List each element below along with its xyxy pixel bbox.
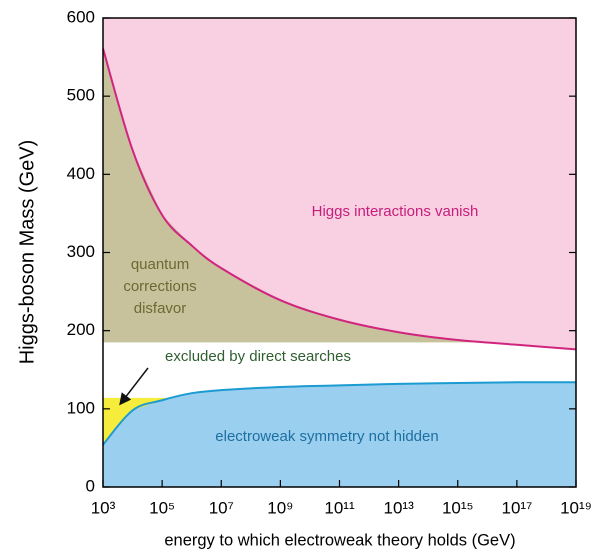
y-tick-label: 400: [67, 164, 95, 183]
x-tick-label: 10¹⁵: [442, 498, 474, 517]
y-tick-label: 200: [67, 320, 95, 339]
x-tick-label: 10³: [91, 498, 116, 517]
y-tick-label: 0: [86, 476, 95, 495]
annotation: quantum: [131, 256, 189, 273]
y-tick-label: 300: [67, 242, 95, 261]
annotation-arrow: [119, 367, 149, 406]
x-tick-label: 10¹⁷: [502, 498, 533, 517]
annotation: disfavor: [134, 300, 187, 317]
x-tick-label: 10⁵: [149, 498, 175, 517]
y-tick-label: 100: [67, 398, 95, 417]
y-axis-label: Higgs-boson Mass (GeV): [16, 140, 38, 365]
x-tick-label: 10¹¹: [324, 498, 355, 517]
annotation: electroweak symmetry not hidden: [215, 428, 438, 445]
curve: [102, 48, 577, 351]
y-tick-label: 500: [67, 86, 95, 105]
x-tick-label: 10⁷: [209, 498, 234, 517]
annotation: corrections: [123, 278, 196, 295]
x-tick-label: 10¹⁹: [560, 498, 592, 517]
curve: [102, 381, 577, 446]
x-tick-label: 10⁹: [267, 498, 293, 517]
annotation: Higgs interactions vanish: [312, 203, 479, 220]
y-tick-label: 600: [67, 7, 95, 26]
plot-layers: [102, 18, 577, 487]
x-tick-label: 10¹³: [384, 498, 415, 517]
vanish-region: [103, 18, 576, 350]
symmetry-region: [103, 382, 576, 487]
annotation: excluded by direct searches: [165, 348, 351, 365]
x-axis-label: energy to which electroweak theory holds…: [164, 531, 515, 549]
